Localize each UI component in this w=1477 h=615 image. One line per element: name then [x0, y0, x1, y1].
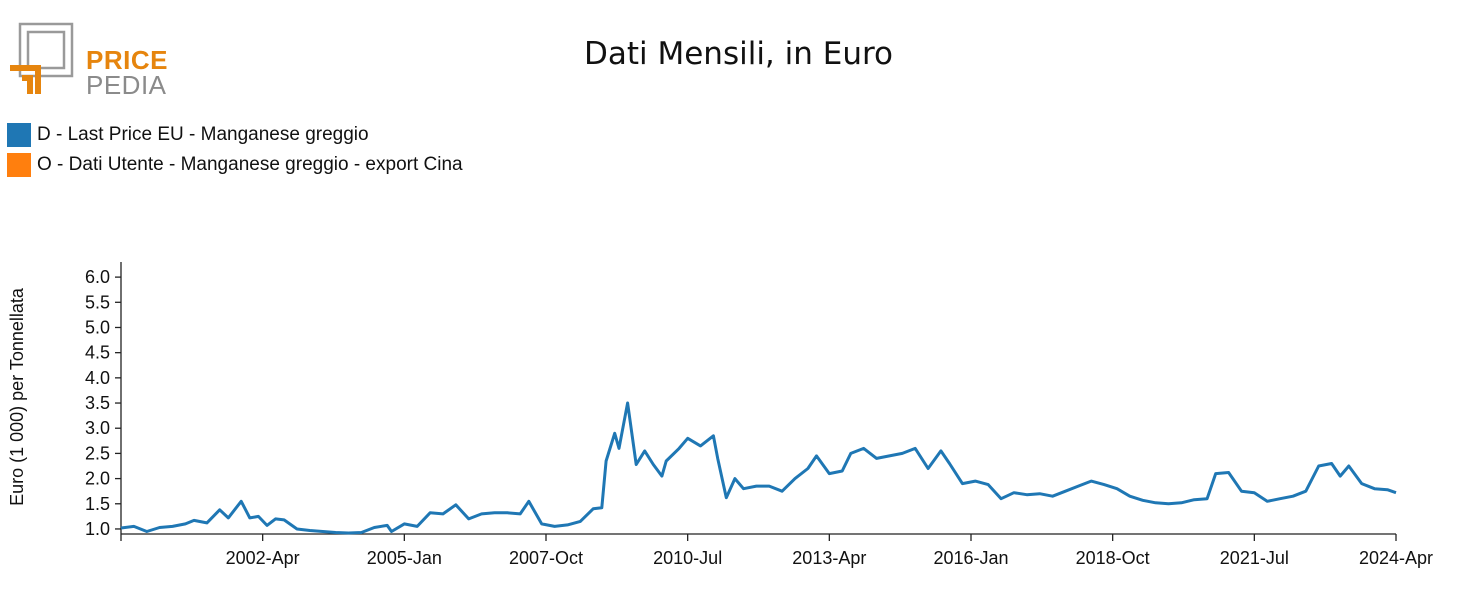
chart-axes: 1.0 1.5 2.0 2.5 3.0 3.5 4.0 4.5 5.0 5.5 6.0 2002-Ap…: [85, 262, 1433, 568]
x-tick-label: 2007-Oct: [509, 548, 583, 568]
x-tick-label: 2010-Jul: [653, 548, 722, 568]
chart-series: [120, 401, 1397, 535]
y-tick-label: 4.0: [85, 368, 110, 388]
legend-swatch-blue: [7, 123, 31, 147]
legend-swatch-orange: [7, 153, 31, 177]
x-tick-label: 2024-Apr: [1359, 548, 1433, 568]
y-tick-label: 3.0: [85, 418, 110, 438]
y-tick-label: 4.5: [85, 343, 110, 363]
y-tick-label: 5.5: [85, 292, 110, 312]
logo-mark-icon: [10, 22, 74, 94]
y-tick-label: 3.5: [85, 393, 110, 413]
x-tick-label: 2021-Jul: [1220, 548, 1289, 568]
y-tick-label: 1.0: [85, 519, 110, 539]
y-axis-title: Euro (1 000) per Tonnellata: [7, 287, 27, 506]
x-tick-label: 2013-Apr: [792, 548, 866, 568]
chart-title: Dati Mensili, in Euro: [583, 36, 894, 72]
y-tick-label: 2.0: [85, 469, 110, 489]
x-tick-label: 2002-Apr: [226, 548, 300, 568]
y-tick-label: 1.5: [85, 494, 110, 514]
x-tick-label: 2016-Jan: [933, 548, 1008, 568]
legend-label: O - Dati Utente - Manganese greggio - ex…: [37, 154, 463, 175]
series-line-0: [120, 401, 1397, 535]
chart-legend: D - Last Price EU - Manganese greggio O …: [7, 120, 463, 180]
x-tick-label: 2018-Oct: [1076, 548, 1150, 568]
y-tick-label: 2.5: [85, 443, 110, 463]
y-tick-label: 5.0: [85, 317, 110, 337]
legend-item-last-price[interactable]: D - Last Price EU - Manganese greggio: [7, 120, 463, 150]
legend-label: D - Last Price EU - Manganese greggio: [37, 124, 369, 145]
pricepedia-logo: PRICE PEDIA: [8, 22, 168, 98]
x-tick-label: 2005-Jan: [367, 548, 442, 568]
logo-pedia-text: PEDIA: [86, 70, 167, 100]
y-tick-label: 6.0: [85, 267, 110, 287]
logo-price-text: PRICE: [86, 45, 168, 75]
legend-item-export-cina[interactable]: O - Dati Utente - Manganese greggio - ex…: [7, 150, 463, 180]
